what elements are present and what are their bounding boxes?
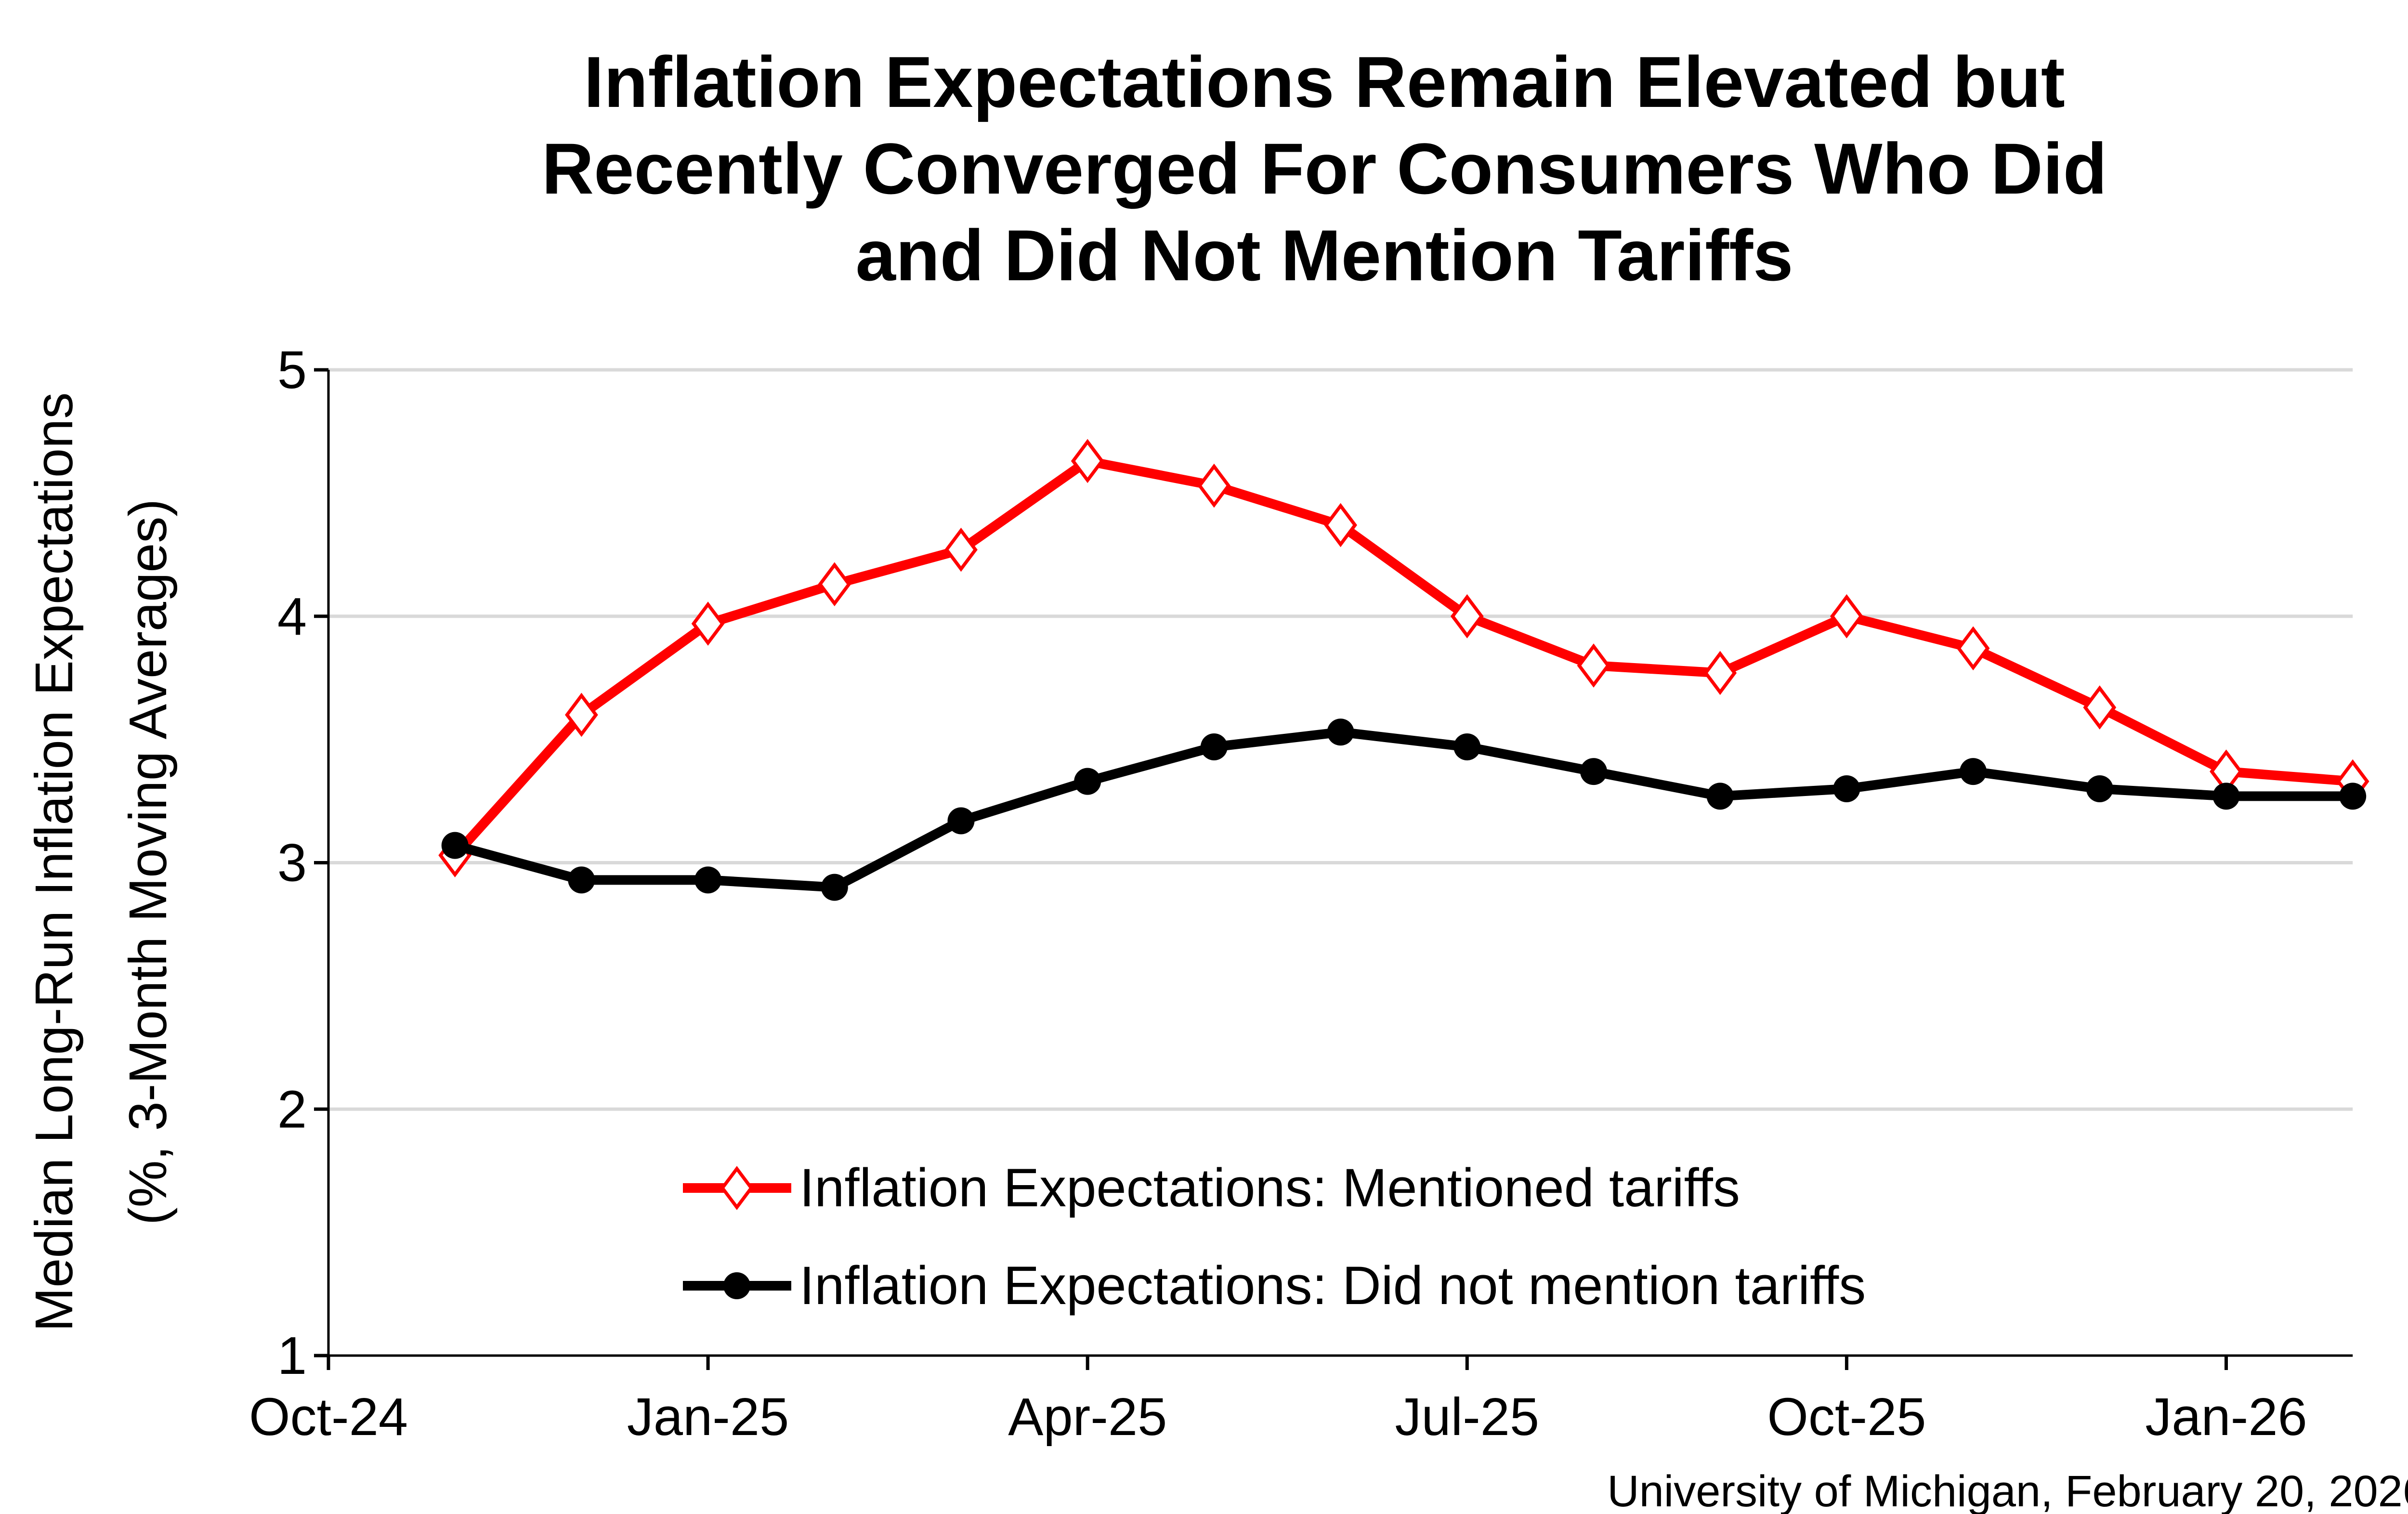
y-tick-label: 2 [277, 1080, 307, 1139]
data-point [1703, 651, 1737, 695]
y-axis-label: Median Long-Run Inflation Expectations (… [25, 392, 178, 1332]
legend: Inflation Expectations: Mentioned tariff… [683, 1158, 1866, 1316]
data-point [1956, 626, 1990, 671]
y-tick-label: 5 [277, 340, 307, 400]
data-point [1706, 783, 1734, 810]
data-point [694, 866, 722, 894]
title-line-1: Inflation Expectations Remain Elevated b… [584, 41, 2065, 122]
data-point [1580, 758, 1607, 785]
data-point [2086, 775, 2113, 802]
series-line [451, 456, 2353, 859]
data-point [1071, 439, 1104, 483]
data-point [1453, 733, 1481, 760]
legend-label-not-mentioned: Inflation Expectations: Did not mention … [799, 1255, 1866, 1316]
data-point [565, 692, 598, 737]
data-point [691, 601, 725, 646]
data-point [1200, 733, 1228, 760]
y-axis-label-line-1: Median Long-Run Inflation Expectations [25, 392, 84, 1332]
data-point [818, 562, 851, 607]
data-point [1197, 463, 1231, 508]
x-tick-label: Apr-25 [1008, 1387, 1167, 1447]
data-point [568, 866, 595, 894]
x-tick-label: Jul-25 [1395, 1387, 1539, 1447]
y-axis-label-line-2: (%, 3-Month Moving Averages) [118, 499, 178, 1225]
data-point [944, 527, 978, 572]
y-tick-label: 4 [277, 587, 307, 646]
data-point [947, 807, 975, 835]
data-point [1960, 758, 1987, 785]
x-tick-label: Oct-25 [1767, 1387, 1926, 1447]
legend-marker-not-mentioned [723, 1272, 750, 1299]
x-tick-label: Jan-25 [627, 1387, 789, 1447]
data-point [2212, 783, 2240, 810]
data-point [441, 832, 469, 859]
series-line [454, 727, 2353, 892]
chart-title: Inflation Expectations Remain Elevated b… [542, 41, 2107, 296]
x-tick-label: Jan-26 [2145, 1387, 2307, 1447]
source-note: University of Michigan, February 20, 202… [1607, 1467, 2408, 1514]
x-tick-label: Oct-24 [249, 1387, 408, 1447]
series-mentioned-tariffs [438, 439, 2369, 877]
y-tick-label: 3 [277, 834, 307, 893]
data-point [1074, 768, 1101, 795]
data-point [1833, 775, 1860, 802]
data-point [2339, 783, 2367, 810]
title-line-2: Recently Converged For Consumers Who Did [542, 128, 2107, 209]
data-point [2083, 685, 2117, 730]
y-tick-label: 1 [277, 1326, 307, 1385]
legend-label-mentioned: Inflation Expectations: Mentioned tariff… [799, 1158, 1740, 1218]
data-point [1324, 503, 1357, 548]
legend-marker-mentioned [720, 1166, 754, 1210]
data-point [1577, 643, 1610, 688]
data-point [821, 874, 848, 901]
data-point [1450, 594, 1484, 639]
title-line-3: and Did Not Mention Tariffs [855, 215, 1793, 296]
data-point [1830, 594, 1863, 639]
series-did-not-mention-tariffs [441, 718, 2367, 901]
data-point [1327, 718, 1354, 746]
